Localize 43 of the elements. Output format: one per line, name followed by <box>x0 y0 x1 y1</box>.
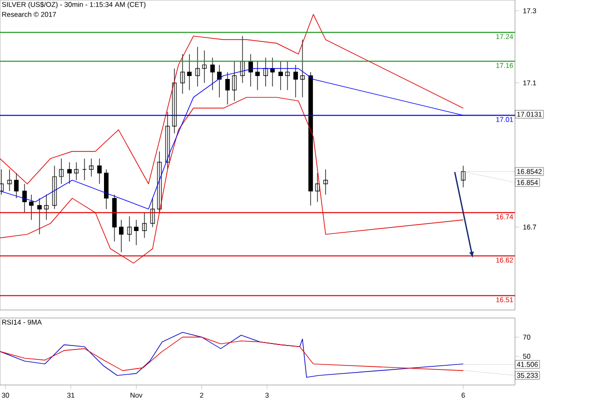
candlestick <box>119 220 124 253</box>
candlestick <box>0 169 4 195</box>
candlestick <box>89 158 94 177</box>
candlestick <box>300 39 305 98</box>
candlestick <box>263 57 268 87</box>
candlestick <box>202 50 207 84</box>
candlestick <box>225 72 230 105</box>
candlestick <box>22 184 27 213</box>
candlestick <box>104 169 109 210</box>
candlestick <box>255 60 260 90</box>
candlestick <box>52 166 57 210</box>
candlestick <box>165 111 170 170</box>
candlestick <box>240 36 245 84</box>
candlestick <box>67 162 72 184</box>
candlestick <box>14 172 19 199</box>
candlestick <box>278 60 283 90</box>
candlestick <box>7 169 12 192</box>
candlestick <box>210 57 215 90</box>
candlestick <box>74 162 79 181</box>
candlestick <box>315 172 320 202</box>
candlestick <box>187 54 192 90</box>
candlestick <box>217 64 222 98</box>
candlestick <box>195 46 200 87</box>
candlestick <box>82 158 87 181</box>
candlestick <box>134 220 139 246</box>
candlestick <box>248 54 253 87</box>
candlestick <box>29 194 34 220</box>
candlestick <box>127 216 132 242</box>
candlestick <box>180 54 185 94</box>
candlestick <box>232 60 237 102</box>
candlestick <box>323 169 328 195</box>
candlestick <box>285 60 290 90</box>
candlestick <box>112 194 117 242</box>
candlestick <box>142 212 147 238</box>
candlestick <box>44 194 49 220</box>
candlestick <box>37 198 42 235</box>
candlestick <box>59 158 64 184</box>
candlestick <box>150 198 155 228</box>
candlestick <box>270 57 275 87</box>
candlestick <box>97 158 102 184</box>
candlestick <box>293 64 298 98</box>
candlestick <box>172 68 177 134</box>
candlestick <box>308 72 313 206</box>
